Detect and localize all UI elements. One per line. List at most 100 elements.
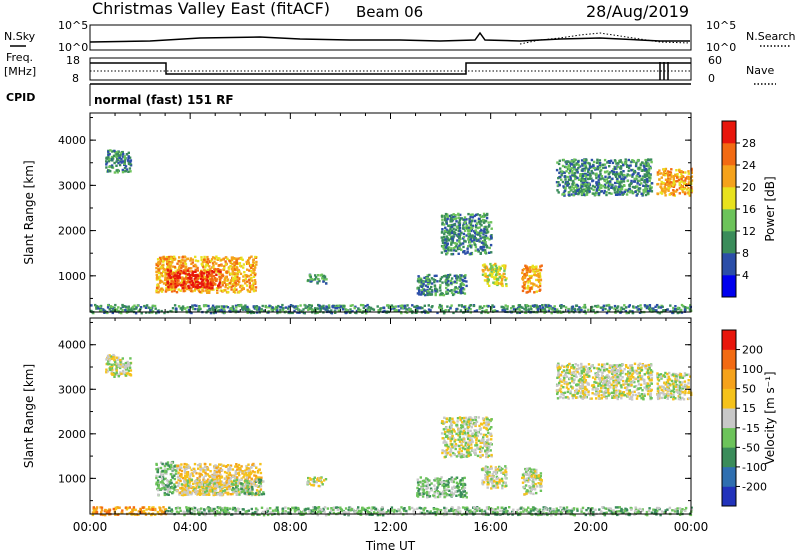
velocity-colorbar-tick: 200 <box>742 344 763 357</box>
velocity-colorbar-swatch <box>722 467 736 487</box>
velocity-ytick-label: 2000 <box>58 428 86 441</box>
velocity-xtick-label: 08:00 <box>273 520 308 534</box>
velocity-colorbar-swatch <box>722 330 736 350</box>
velocity-colorbar-tick: 100 <box>742 363 763 376</box>
power-region-6 <box>482 263 508 287</box>
power-colorbar-swatch <box>722 121 736 143</box>
velocity-region-3 <box>181 479 227 497</box>
velocity-region-7 <box>416 476 468 498</box>
power-colorbar-swatch <box>722 209 736 231</box>
freq-tick-right-bottom: 0 <box>708 72 715 85</box>
velocity-colorbar-tick: 50 <box>742 383 756 396</box>
power-region-8 <box>556 158 654 197</box>
velocity-x-ticks: 00:00 04:00 08:00 12:00 16:00 20:00 00:00 <box>73 520 709 534</box>
power-colorbar-swatch <box>722 165 736 187</box>
power-y-ticks: 1000 2000 3000 4000 <box>58 113 691 312</box>
power-colorbar-label: Power [dB] <box>763 176 777 241</box>
freq-label-line2: [MHz] <box>4 65 36 78</box>
freq-tick-right-top: 60 <box>708 54 722 67</box>
velocity-colorbar-tick: -200 <box>742 480 767 493</box>
freq-panel-frame <box>90 58 691 80</box>
velocity-colorbar-swatch <box>722 369 736 389</box>
cpid-label: CPID <box>6 91 35 104</box>
noise-tick-left-bottom: 10^0 <box>58 41 88 54</box>
velocity-ylabel: Slant Range [km] <box>22 364 36 468</box>
freq-trace <box>90 63 691 74</box>
velocity-region-6 <box>441 416 493 458</box>
noise-tick-right-bottom: 10^0 <box>706 41 736 54</box>
power-region-0 <box>105 149 132 174</box>
freq-tick-left-top: 18 <box>66 54 80 67</box>
power-ytick-label: 4000 <box>58 134 86 147</box>
freq-panel: Freq. [MHz] Nave 18 8 60 0 <box>4 51 776 85</box>
power-colorbar-tick: 20 <box>742 181 756 194</box>
power-colorbar-swatch <box>722 231 736 253</box>
velocity-region-8 <box>481 465 508 490</box>
velocity-colorbar-swatch <box>722 428 736 448</box>
velocity-ytick-label: 4000 <box>58 339 86 352</box>
velocity-colorbar-swatch <box>722 486 736 506</box>
noise-tick-right-top: 10^5 <box>706 19 736 32</box>
station-title: Christmas Valley East (fitACF) <box>92 0 330 18</box>
velocity-xlabel: Time UT <box>365 539 416 553</box>
noise-sky-trace <box>90 33 690 42</box>
power-region-3 <box>307 274 328 285</box>
nsky-label: N.Sky <box>4 30 36 43</box>
power-colorbar-swatch <box>722 143 736 165</box>
velocity-region-0 <box>105 354 132 378</box>
velocity-colorbar-swatch <box>722 389 736 409</box>
velocity-colorbar-tick: -50 <box>742 441 760 454</box>
velocity-frame <box>90 318 691 514</box>
nave-label: Nave <box>746 64 774 77</box>
date-label: 28/Aug/2019 <box>586 2 689 21</box>
power-region-5 <box>416 274 467 297</box>
velocity-colorbar-label: Velocity [m s⁻¹] <box>763 371 777 464</box>
power-region-10 <box>90 304 692 315</box>
velocity-xtick-label: 00:00 <box>674 520 709 534</box>
velocity-xtick-label: 00:00 <box>73 520 108 534</box>
power-colorbar-tick: 8 <box>742 247 749 260</box>
velocity-region-5 <box>306 476 327 487</box>
cpid-text: normal (fast) 151 RF <box>94 93 234 107</box>
freq-tick-left-bottom: 8 <box>72 72 79 85</box>
velocity-xtick-label: 16:00 <box>473 520 508 534</box>
power-colorbar-swatch <box>722 253 736 275</box>
velocity-xtick-label: 12:00 <box>373 520 408 534</box>
power-colorbar-tick: 4 <box>742 269 749 282</box>
velocity-xtick-label: 20:00 <box>574 520 609 534</box>
velocity-region-11 <box>656 372 692 401</box>
velocity-colorbar-swatch <box>722 408 736 428</box>
power-region-7 <box>521 265 543 294</box>
beam-label: Beam 06 <box>356 3 423 21</box>
velocity-colorbar-swatch <box>722 350 736 370</box>
power-region-9 <box>656 168 693 197</box>
power-ytick-label: 2000 <box>58 225 86 238</box>
power-colorbar-tick: 12 <box>742 225 756 238</box>
power-ytick-label: 1000 <box>58 270 86 283</box>
velocity-region-9 <box>521 467 543 496</box>
noise-panel: N.Sky N.Search 10^5 10^0 10^5 10^0 <box>4 19 796 54</box>
velocity-xtick-label: 04:00 <box>173 520 208 534</box>
freq-label-line1: Freq. <box>6 51 33 64</box>
power-colorbar-swatch <box>722 187 736 209</box>
power-colorbar-tick: 24 <box>742 159 756 172</box>
power-colorbar-tick: 28 <box>742 137 756 150</box>
velocity-ytick-label: 1000 <box>58 472 86 485</box>
velocity-region-1 <box>155 461 177 496</box>
velocity-region-12 <box>92 506 168 516</box>
power-ylabel: Slant Range [km] <box>22 160 36 264</box>
velocity-colorbar-tick: 15 <box>742 402 756 415</box>
power-colorbar-swatch <box>722 275 736 297</box>
power-data-cells <box>90 149 693 314</box>
velocity-data-cells <box>92 354 693 517</box>
power-ytick-label: 3000 <box>58 179 86 192</box>
noise-tick-left-top: 10^5 <box>58 19 88 32</box>
nsearch-label: N.Search <box>746 30 796 43</box>
velocity-colorbar-tick: -15 <box>742 422 760 435</box>
